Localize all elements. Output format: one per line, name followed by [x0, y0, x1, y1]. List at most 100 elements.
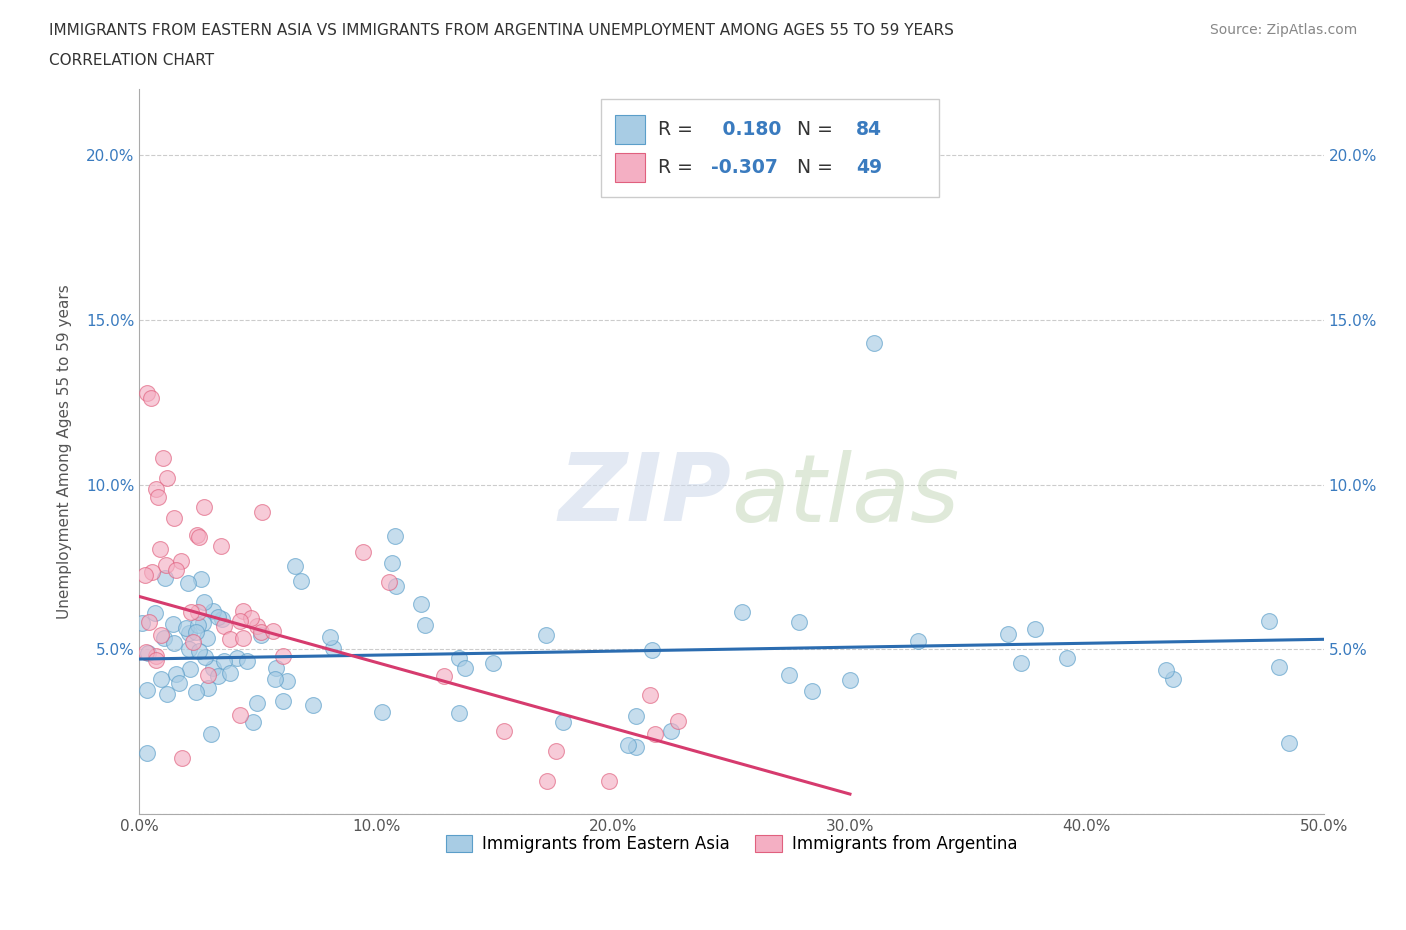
Point [156, 686, 179, 701]
Point [186, 625, 208, 640]
Point [409, 596, 432, 611]
Point [174, 621, 197, 636]
Point [1268, 660, 1291, 675]
Point [249, 628, 271, 643]
Point [229, 708, 252, 723]
Point [162, 617, 184, 631]
Point [165, 563, 187, 578]
Point [194, 649, 217, 664]
Point [195, 631, 218, 645]
Point [139, 391, 162, 405]
Point [212, 653, 235, 668]
Point [1024, 622, 1046, 637]
Point [1278, 736, 1301, 751]
Text: atlas: atlas [731, 449, 960, 540]
Point [146, 489, 169, 504]
Text: -0.307: -0.307 [711, 158, 779, 177]
Point [839, 672, 862, 687]
Point [152, 631, 174, 645]
Point [492, 724, 515, 738]
Point [136, 745, 159, 760]
Point [219, 665, 242, 680]
Point [250, 624, 273, 639]
Point [177, 576, 200, 591]
Point [640, 643, 662, 658]
Point [145, 653, 167, 668]
Point [290, 573, 312, 588]
Point [145, 482, 167, 497]
Text: ZIP: ZIP [558, 449, 731, 541]
Legend: Immigrants from Eastern Asia, Immigrants from Argentina: Immigrants from Eastern Asia, Immigrants… [439, 829, 1024, 860]
Point [273, 694, 295, 709]
Point [384, 528, 406, 543]
Point [263, 672, 285, 687]
Point [252, 505, 274, 520]
Point [377, 575, 399, 590]
Point [232, 604, 254, 618]
Bar [616, 115, 645, 144]
Point [149, 671, 172, 686]
Point [212, 618, 235, 633]
Point [180, 604, 202, 619]
Point [801, 684, 824, 698]
Point [169, 675, 191, 690]
Point [322, 640, 344, 655]
Point [319, 630, 342, 644]
Point [135, 683, 157, 698]
Point [155, 558, 177, 573]
Point [235, 654, 257, 669]
Point [262, 624, 284, 639]
Point [177, 625, 200, 640]
Point [997, 626, 1019, 641]
Point [193, 595, 215, 610]
Point [219, 631, 242, 646]
Point [197, 668, 219, 683]
Point [193, 499, 215, 514]
Point [131, 616, 153, 631]
Point [454, 661, 477, 676]
Text: R =: R = [658, 158, 699, 177]
Point [276, 674, 298, 689]
Point [638, 687, 661, 702]
Text: Source: ZipAtlas.com: Source: ZipAtlas.com [1209, 23, 1357, 37]
Point [534, 628, 557, 643]
Point [384, 579, 406, 594]
Point [413, 618, 436, 632]
Point [163, 511, 186, 525]
Point [226, 651, 249, 666]
Point [141, 565, 163, 580]
Point [138, 615, 160, 630]
Point [211, 612, 233, 627]
Point [145, 648, 167, 663]
Point [209, 538, 232, 553]
Point [165, 667, 187, 682]
Point [302, 698, 325, 712]
Point [284, 559, 307, 574]
Point [544, 743, 567, 758]
Point [1010, 656, 1032, 671]
Text: 49: 49 [856, 158, 882, 177]
Point [370, 704, 392, 719]
Point [184, 684, 207, 699]
Point [229, 614, 252, 629]
Point [197, 681, 219, 696]
Point [666, 713, 689, 728]
Point [207, 609, 229, 624]
Point [187, 644, 209, 658]
Point [232, 631, 254, 645]
Point [163, 635, 186, 650]
Point [187, 618, 209, 632]
Point [381, 555, 404, 570]
Point [1258, 613, 1281, 628]
Point [177, 641, 200, 656]
Point [768, 131, 790, 146]
Point [616, 738, 638, 753]
Point [202, 604, 225, 618]
Point [624, 740, 647, 755]
Point [181, 634, 204, 649]
Y-axis label: Unemployment Among Ages 55 to 59 years: Unemployment Among Ages 55 to 59 years [58, 285, 72, 619]
Point [188, 529, 211, 544]
Bar [616, 153, 645, 182]
Point [152, 450, 174, 465]
Bar [602, 99, 939, 196]
